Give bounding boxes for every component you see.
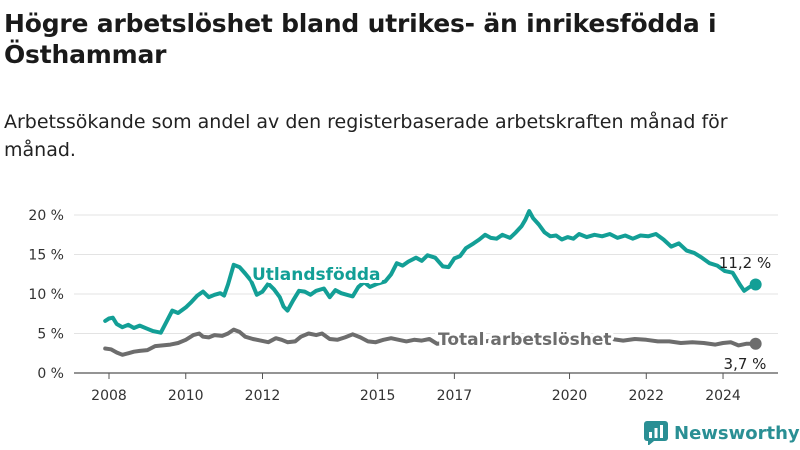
utlandsfodda-line [103, 209, 758, 335]
x-tick-label: 2017 [437, 388, 473, 404]
x-tick-label: 2024 [705, 388, 741, 404]
utlandsfodda-end-dot [749, 278, 762, 291]
brand[interactable]: Newsworthy [644, 418, 800, 448]
x-tick-label: 2015 [360, 388, 396, 404]
x-tick-label: 2012 [245, 388, 281, 404]
utlandsfodda-end-label: 11,2 % [719, 254, 771, 272]
chart-subtitle: Arbetssökande som andel av den registerb… [4, 111, 728, 161]
chart-title: Högre arbetslöshet bland utrikes- än inr… [4, 9, 717, 69]
x-tick-label: 2020 [552, 388, 588, 404]
total-arbetsloshet-end-label: 3,7 % [724, 355, 767, 373]
x-tick-label: 2022 [628, 388, 664, 404]
y-tick-label: 0 % [37, 366, 64, 382]
brand-name: Newsworthy [674, 422, 800, 444]
y-tick-label: 5 % [37, 327, 64, 343]
utlandsfodda-series-label: Utlandsfödda [252, 265, 381, 285]
total-arbetsloshet-end-dot [749, 337, 762, 350]
y-tick-label: 20 % [28, 208, 64, 224]
x-tick-label: 2010 [168, 388, 204, 404]
total-arbetsloshet-line [103, 327, 758, 357]
chart-logo-icon [644, 421, 668, 445]
x-tick-label: 2008 [91, 388, 127, 404]
y-tick-label: 10 % [28, 287, 64, 303]
total-arbetsloshet-series-label: Total arbetslöshet [438, 330, 612, 350]
y-tick-label: 15 % [28, 248, 64, 264]
